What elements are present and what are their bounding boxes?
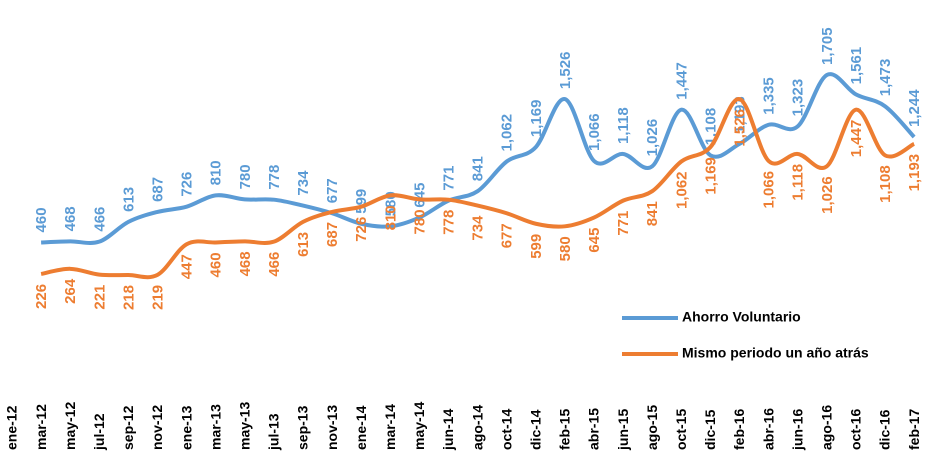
data-label: 1,323 [790, 79, 807, 117]
data-label: 780 [411, 209, 428, 234]
data-label: 264 [62, 278, 79, 304]
data-label: 780 [237, 164, 254, 189]
data-label: 613 [120, 187, 137, 212]
data-label: 580 [557, 236, 574, 261]
data-label: 1,118 [790, 164, 807, 201]
data-label: 613 [295, 232, 312, 257]
data-label: 771 [615, 211, 632, 236]
x-tick-label: may-14 [411, 402, 427, 450]
data-label: 734 [470, 215, 487, 241]
x-tick-label: dic-14 [528, 409, 544, 450]
data-label: 726 [353, 217, 370, 242]
data-label: 841 [470, 156, 487, 181]
data-label: 219 [149, 285, 166, 310]
data-label: 1,062 [673, 171, 690, 209]
data-label: 221 [91, 285, 108, 310]
data-label: 645 [586, 228, 603, 253]
data-label: 1,561 [848, 47, 865, 85]
data-label: 1,447 [848, 120, 865, 158]
data-label: 460 [33, 207, 50, 232]
data-label: 645 [411, 183, 428, 208]
x-tick-label: dic-15 [702, 409, 718, 450]
data-label: 1,026 [819, 176, 836, 214]
data-label: 778 [266, 165, 283, 190]
data-label: 1,193 [906, 154, 923, 192]
legend-label: Ahorro Voluntario [682, 309, 801, 325]
data-label: 810 [208, 160, 225, 185]
data-label: 1,526 [731, 109, 748, 147]
data-label: 677 [324, 178, 341, 203]
x-tick-label: abr-16 [760, 408, 776, 450]
data-label: 1,526 [557, 52, 574, 90]
x-tick-label: feb-16 [731, 409, 747, 450]
data-label: 1,705 [819, 27, 836, 65]
x-tick-label: may-13 [237, 402, 253, 450]
data-label: 726 [179, 172, 196, 197]
data-label: 599 [528, 234, 545, 259]
data-label: 771 [440, 166, 457, 191]
data-label: 1,169 [528, 100, 545, 138]
x-tick-label: oct-15 [673, 409, 689, 450]
x-tick-label: sep-12 [120, 405, 136, 450]
data-label: 1,066 [761, 171, 778, 209]
x-tick-label: abr-15 [586, 408, 602, 450]
x-tick-label: nov-12 [149, 405, 165, 450]
legend-label: Mismo periodo un año atrás [682, 345, 869, 361]
x-tick-label: mar-14 [382, 404, 398, 450]
data-label: 226 [33, 284, 50, 309]
series-line [41, 72, 916, 245]
data-label: 1,169 [702, 157, 719, 195]
x-tick-label: feb-15 [557, 409, 573, 450]
x-tick-label: sep-13 [295, 405, 311, 450]
x-tick-label: oct-14 [498, 409, 514, 450]
data-label: 687 [149, 177, 166, 202]
data-label: 1,066 [586, 113, 603, 151]
data-label: 447 [179, 254, 196, 279]
data-label: 778 [440, 210, 457, 235]
x-tick-label: oct-16 [848, 409, 864, 450]
data-label: 810 [382, 205, 399, 230]
x-tick-label: feb-17 [906, 409, 922, 450]
x-tick-label: dic-16 [877, 409, 893, 450]
x-tick-label: jun-16 [789, 409, 805, 451]
data-label: 1,335 [761, 77, 778, 115]
data-label: 1,108 [877, 165, 894, 203]
data-label: 468 [62, 206, 79, 231]
data-label: 1,447 [673, 62, 690, 100]
data-label: 466 [91, 207, 108, 232]
x-tick-label: mar-13 [207, 404, 223, 450]
data-label: 599 [353, 189, 370, 214]
data-label: 1,026 [644, 119, 661, 157]
data-label: 466 [266, 252, 283, 277]
x-tick-label: ene-14 [353, 405, 369, 450]
x-tick-label: jun-14 [440, 409, 456, 451]
x-tick-label: may-12 [62, 402, 78, 450]
data-label: 1,118 [615, 107, 632, 144]
x-tick-label: jul-12 [91, 413, 107, 451]
x-tick-label: ago-15 [644, 405, 660, 450]
data-label: 1,473 [877, 59, 894, 97]
x-tick-label: mar-12 [33, 404, 49, 450]
data-label: 460 [208, 252, 225, 277]
x-tick-label: jun-15 [615, 409, 631, 451]
data-label: 1,244 [906, 89, 923, 127]
x-tick-label: ago-16 [819, 405, 835, 450]
data-label: 218 [120, 285, 137, 310]
x-tick-label: ago-14 [469, 405, 485, 450]
data-label: 1,062 [499, 114, 516, 152]
series-line [40, 97, 916, 280]
x-tick-label: ene-13 [178, 405, 194, 450]
x-tick-label: ene-12 [4, 405, 20, 450]
data-label: 687 [324, 222, 341, 247]
data-label: 677 [499, 223, 516, 248]
x-tick-label: jul-13 [266, 413, 282, 451]
x-tick-label: nov-13 [324, 405, 340, 450]
data-label: 841 [644, 201, 661, 226]
data-label: 468 [237, 251, 254, 276]
data-label: 734 [295, 170, 312, 196]
